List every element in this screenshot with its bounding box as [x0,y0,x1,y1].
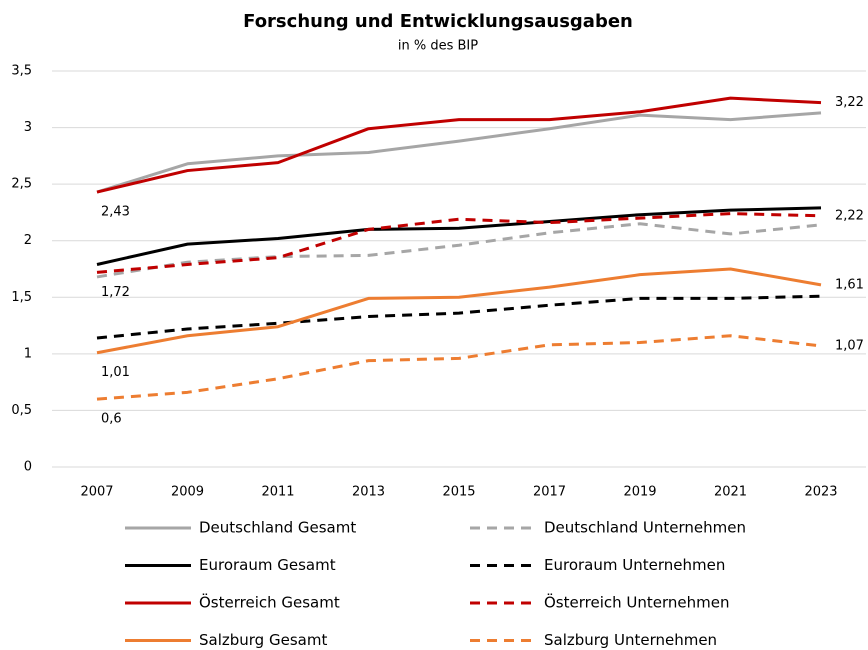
legend-label: Österreich Gesamt [199,593,340,612]
y-tick-label: 3 [24,120,32,135]
data-label: 1,61 [835,277,864,292]
series-line [96,222,822,279]
series-line [96,212,822,274]
data-label: 1,01 [101,365,130,380]
y-tick-label: 0 [24,460,32,475]
legend-label: Euroraum Unternehmen [544,556,725,574]
legend-label: Deutschland Unternehmen [544,519,746,537]
legend-label: Salzburg Unternehmen [544,631,717,649]
y-tick-label: 1,5 [11,290,32,305]
x-tick-label: 2023 [804,485,837,500]
series-line [96,111,822,194]
x-tick-label: 2013 [352,485,385,500]
x-tick-label: 2007 [80,485,113,500]
data-label: 3,22 [835,95,864,110]
y-tick-label: 0,5 [11,403,32,418]
data-label: 0,6 [101,412,122,427]
y-tick-label: 3,5 [11,64,32,79]
data-label: 1,72 [101,285,130,300]
data-label: 2,43 [101,205,130,220]
data-label: 2,22 [835,208,864,223]
legend-label: Deutschland Gesamt [199,519,356,537]
y-tick-label: 2,5 [11,177,32,192]
y-tick-label: 2 [24,233,32,248]
x-tick-label: 2019 [623,485,656,500]
x-tick-label: 2015 [442,485,475,500]
x-tick-label: 2009 [171,485,204,500]
y-tick-label: 1 [24,346,32,361]
series-line [96,206,822,266]
series-line [96,267,822,355]
x-tick-label: 2021 [714,485,747,500]
series-line [96,334,822,401]
series-line [96,294,822,340]
x-tick-label: 2011 [261,485,294,500]
chart-subtitle: in % des BIP [398,39,478,54]
legend-label: Österreich Unternehmen [544,593,729,612]
chart-title: Forschung und Entwicklungsausgaben [243,11,633,32]
series-line [96,96,822,194]
data-label: 1,07 [835,338,864,353]
legend-label: Euroraum Gesamt [199,556,336,574]
legend-label: Salzburg Gesamt [199,631,327,649]
x-tick-label: 2017 [533,485,566,500]
